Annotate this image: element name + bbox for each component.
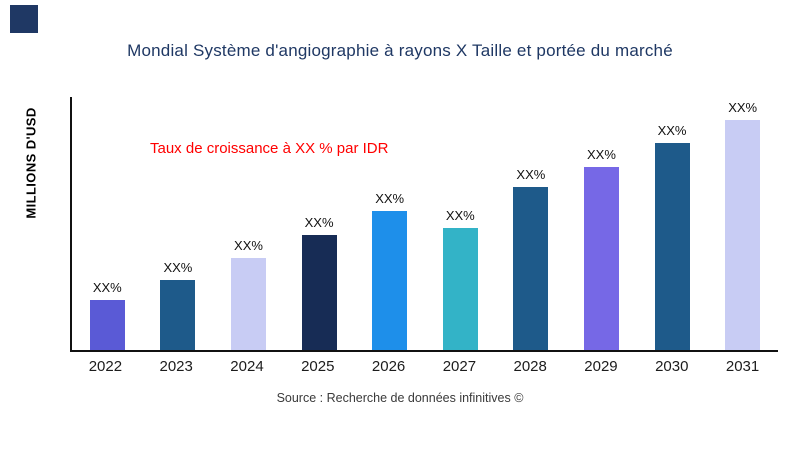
bar-value-label: XX% <box>516 167 546 183</box>
bar-value-label: XX% <box>304 214 334 230</box>
x-axis: 2022 2023 2024 2025 2026 2027 2028 2029 2030 2031 <box>70 358 778 375</box>
x-tick-2031: 2031 <box>725 358 760 375</box>
bar-value-label: XX% <box>445 208 475 224</box>
bar-value-label: XX% <box>163 259 193 275</box>
bar-column-2027: XX% <box>425 97 496 350</box>
x-tick-2026: 2026 <box>371 358 406 375</box>
bar-2031 <box>725 119 761 350</box>
x-tick-2029: 2029 <box>584 358 618 375</box>
bar-column-2022: XX% <box>72 97 143 350</box>
x-tick-2027: 2027 <box>442 358 477 375</box>
bar-column-2028: XX% <box>496 97 567 350</box>
y-axis-label: MILLIONS D'USD <box>23 107 39 219</box>
bar-column-2023: XX% <box>143 97 214 350</box>
bar-2027 <box>442 228 478 350</box>
x-tick-2024: 2024 <box>230 358 264 375</box>
bar-2030 <box>654 142 690 350</box>
bar-value-label: XX% <box>728 99 758 115</box>
bar-column-2031: XX% <box>707 97 778 350</box>
x-tick-2025: 2025 <box>301 358 335 375</box>
bar-2024 <box>230 257 266 350</box>
bar-column-2029: XX% <box>566 97 637 350</box>
bar-column-2024: XX% <box>213 97 284 350</box>
bar-value-label: XX% <box>234 237 263 253</box>
bar-column-2026: XX% <box>354 97 425 350</box>
chart-title: Mondial Système d'angiographie à rayons … <box>127 41 673 60</box>
source-attribution: Source : Recherche de données infinitive… <box>276 391 524 405</box>
bar-2026 <box>372 210 408 350</box>
x-tick-2030: 2030 <box>655 358 689 375</box>
bar-column-2030: XX% <box>637 97 708 350</box>
x-tick-2022: 2022 <box>88 358 123 375</box>
bar-2028 <box>513 187 549 350</box>
x-tick-2028: 2028 <box>513 358 547 375</box>
bar-value-label: XX% <box>657 122 687 138</box>
logo-mark <box>10 5 38 33</box>
bar-2022 <box>89 300 125 350</box>
bar-value-label: XX% <box>92 280 122 296</box>
bar-2029 <box>583 167 619 350</box>
bar-value-label: XX% <box>375 190 405 206</box>
x-tick-2023: 2023 <box>159 358 193 375</box>
bar-value-label: XX% <box>587 147 616 163</box>
bar-2023 <box>160 279 196 350</box>
growth-rate-annotation: Taux de croissance à XX % par IDR <box>150 140 389 157</box>
bar-column-2025: XX% <box>284 97 355 350</box>
bar-2025 <box>301 234 337 350</box>
plot-area: XX% XX% XX% XX% XX% XX% XX% XX% XX% XX% <box>70 97 778 352</box>
